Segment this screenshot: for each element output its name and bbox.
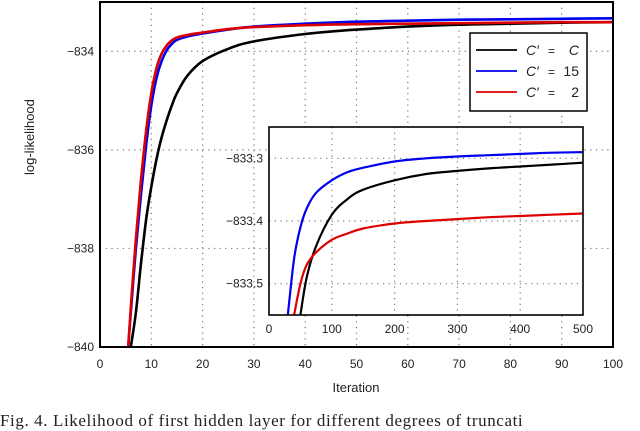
svg-text:=: =	[548, 44, 555, 58]
main-x-tick-label: 70	[452, 357, 466, 371]
inset-frame	[268, 126, 584, 316]
main-x-tick-label: 90	[555, 357, 569, 371]
main-x-tick-label: 60	[401, 357, 415, 371]
legend: C′ = C C′ = 15 C′ = 2	[469, 32, 588, 112]
svg-text:=: =	[548, 86, 555, 100]
svg-text:C: C	[569, 42, 580, 58]
inset-x-tick-label: 200	[385, 322, 405, 336]
svg-text:C′: C′	[526, 63, 540, 79]
svg-text:C′: C′	[526, 84, 540, 100]
main-series-2	[126, 20, 613, 347]
x-axis-label: Iteration	[333, 380, 380, 395]
svg-text:2: 2	[571, 84, 579, 100]
main-y-tick-label: −836	[67, 143, 94, 157]
inset-series-0	[299, 161, 583, 315]
inset-series-2	[292, 212, 583, 315]
main-y-tick-label: −834	[67, 44, 94, 58]
legend-entry: C′ = C	[476, 42, 580, 58]
y-axis-label: log-likelihood	[22, 99, 37, 175]
main-frame	[99, 1, 614, 348]
main-y-tick-label: −840	[67, 340, 94, 354]
inset-x-tick-label: 100	[322, 322, 342, 336]
main-x-tick-label: 30	[247, 357, 261, 371]
main-x-tick-label: 40	[299, 357, 313, 371]
svg-text:C′: C′	[526, 42, 540, 58]
legend-entry: C′ = 15	[476, 63, 579, 79]
inset-series-1	[286, 151, 583, 315]
inset-x-tick-label: 400	[510, 322, 530, 336]
inset-y-tick-label: −833.3	[226, 151, 263, 165]
main-y-tick-label: −838	[67, 241, 94, 255]
inset-y-tick-label: −833.4	[226, 214, 263, 228]
main-x-tick-label: 0	[97, 357, 104, 371]
svg-text:15: 15	[563, 63, 579, 79]
likelihood-chart: 0 10 20 30 40 50 60 70 80 90 100 −840 −838 −836 −834 0 1…	[67, 1, 623, 395]
inset-y-tick-label: −833.5	[226, 277, 263, 291]
main-x-tick-label: 50	[350, 357, 364, 371]
main-x-tick-label: 100	[603, 357, 623, 371]
inset-x-tick-label: 300	[447, 322, 467, 336]
figure-caption: Fig. 4. Likelihood of first hidden layer…	[0, 411, 524, 430]
inset-plot: 0 100 200 300 400 500 −833.5 −833.4 −833.3	[226, 126, 593, 336]
inset-x-tick-label: 500	[573, 322, 593, 336]
legend-entry: C′ = 2	[476, 84, 579, 100]
main-x-tick-label: 10	[145, 357, 159, 371]
svg-text:=: =	[548, 65, 555, 79]
main-series-0	[129, 20, 613, 347]
main-x-tick-label: 80	[504, 357, 518, 371]
inset-x-tick-label: 0	[266, 322, 273, 336]
inset-grid	[269, 127, 583, 315]
main-x-tick-label: 20	[196, 357, 210, 371]
